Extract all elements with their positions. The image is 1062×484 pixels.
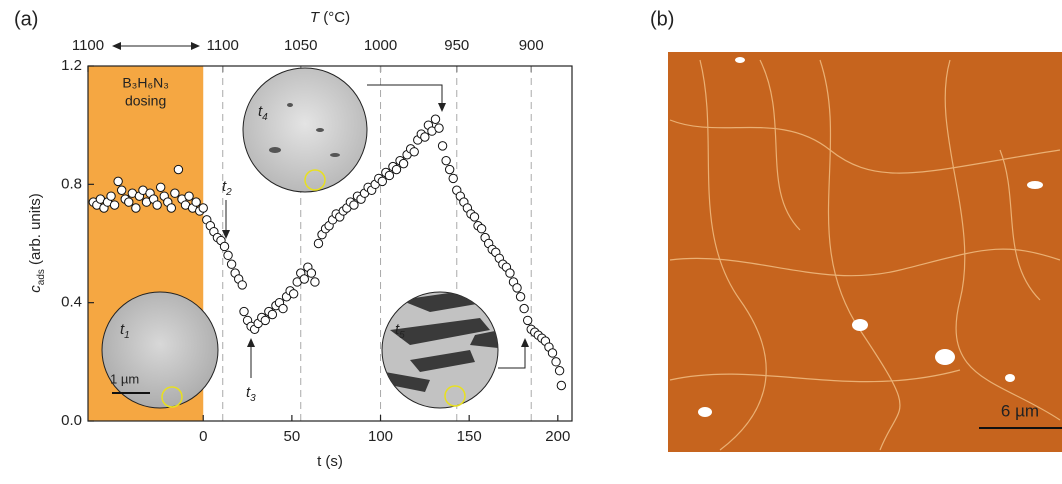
- data-point: [378, 177, 386, 185]
- data-point: [477, 225, 485, 233]
- x2-tick-label: 900: [519, 37, 544, 54]
- data-point: [506, 269, 514, 277]
- data-point: [174, 165, 182, 173]
- data-point: [240, 307, 248, 315]
- data-point: [132, 204, 140, 212]
- arrowhead: [112, 42, 121, 50]
- data-point: [110, 201, 118, 209]
- arrowhead: [191, 42, 200, 50]
- x2-tick-label: 1100: [72, 37, 104, 54]
- data-point: [470, 213, 478, 221]
- y-tick-label: 0.4: [61, 294, 82, 311]
- x2-tick-label: 1100: [207, 37, 239, 54]
- x-tick-label: 100: [368, 428, 393, 445]
- data-point: [557, 381, 565, 389]
- x2-tick-label: 1050: [284, 37, 317, 54]
- data-point: [445, 165, 453, 173]
- data-point: [435, 124, 443, 132]
- data-point: [238, 281, 246, 289]
- data-point: [167, 204, 175, 212]
- t-label: t3: [246, 384, 256, 404]
- scale-text: 1 µm: [110, 371, 139, 386]
- data-point: [153, 201, 161, 209]
- data-point: [227, 260, 235, 268]
- arrowhead: [521, 338, 529, 347]
- data-point: [438, 142, 446, 150]
- data-point: [513, 284, 521, 292]
- region-label: B₃H₆N₃: [122, 75, 169, 91]
- t-label: t2: [222, 178, 232, 198]
- panel-label: (a): [14, 8, 38, 30]
- data-point: [385, 171, 393, 179]
- figure: (a) (b) B₃H₆N₃dosing11001100105010009509…: [0, 0, 1062, 479]
- data-point: [516, 293, 524, 301]
- data-point: [279, 304, 287, 312]
- data-point: [261, 316, 269, 324]
- data-point: [192, 198, 200, 206]
- arrow: [367, 85, 442, 105]
- x-label: t (s): [317, 453, 343, 470]
- data-point: [410, 148, 418, 156]
- data-point: [156, 183, 164, 191]
- data-point: [350, 201, 358, 209]
- y-label: cads (arb. units): [27, 193, 47, 292]
- x2-tick-label: 1000: [364, 37, 397, 54]
- data-point: [523, 316, 531, 324]
- x-tick-label: 0: [199, 428, 207, 445]
- data-point: [171, 189, 179, 197]
- data-point: [392, 165, 400, 173]
- data-point: [399, 159, 407, 167]
- data-point: [199, 204, 207, 212]
- data-point: [311, 278, 319, 286]
- data-point: [555, 367, 563, 375]
- data-point: [314, 239, 322, 247]
- data-point: [107, 192, 115, 200]
- arrowhead: [247, 338, 255, 347]
- data-point: [114, 177, 122, 185]
- afm-image: [668, 52, 1062, 452]
- arrow: [498, 345, 525, 368]
- y-tick-label: 0.0: [61, 412, 82, 429]
- data-point: [220, 242, 228, 250]
- data-point: [442, 156, 450, 164]
- data-point: [548, 349, 556, 357]
- data-point: [307, 269, 315, 277]
- data-point: [268, 310, 276, 318]
- y-tick-label: 1.2: [61, 57, 82, 74]
- x-tick-label: 200: [545, 428, 570, 445]
- data-point: [449, 174, 457, 182]
- inset: [243, 68, 367, 192]
- y-tick-label: 0.8: [61, 175, 82, 192]
- x-tick-label: 50: [284, 428, 301, 445]
- arrowhead: [438, 103, 446, 112]
- data-point: [300, 275, 308, 283]
- panel-label: (b): [650, 8, 674, 30]
- x-tick-label: 150: [457, 428, 482, 445]
- region-label: dosing: [125, 93, 166, 109]
- inset: [102, 292, 218, 408]
- x2-tick-label: 950: [444, 37, 469, 54]
- data-point: [520, 304, 528, 312]
- data-point: [117, 186, 125, 194]
- data-point: [289, 290, 297, 298]
- data-point: [431, 115, 439, 123]
- data-point: [185, 192, 193, 200]
- data-point: [552, 358, 560, 366]
- scale-text: 6 µm: [1001, 401, 1039, 420]
- data-point: [421, 133, 429, 141]
- x2-label: T (°C): [310, 9, 350, 26]
- data-point: [224, 251, 232, 259]
- data-point: [125, 198, 133, 206]
